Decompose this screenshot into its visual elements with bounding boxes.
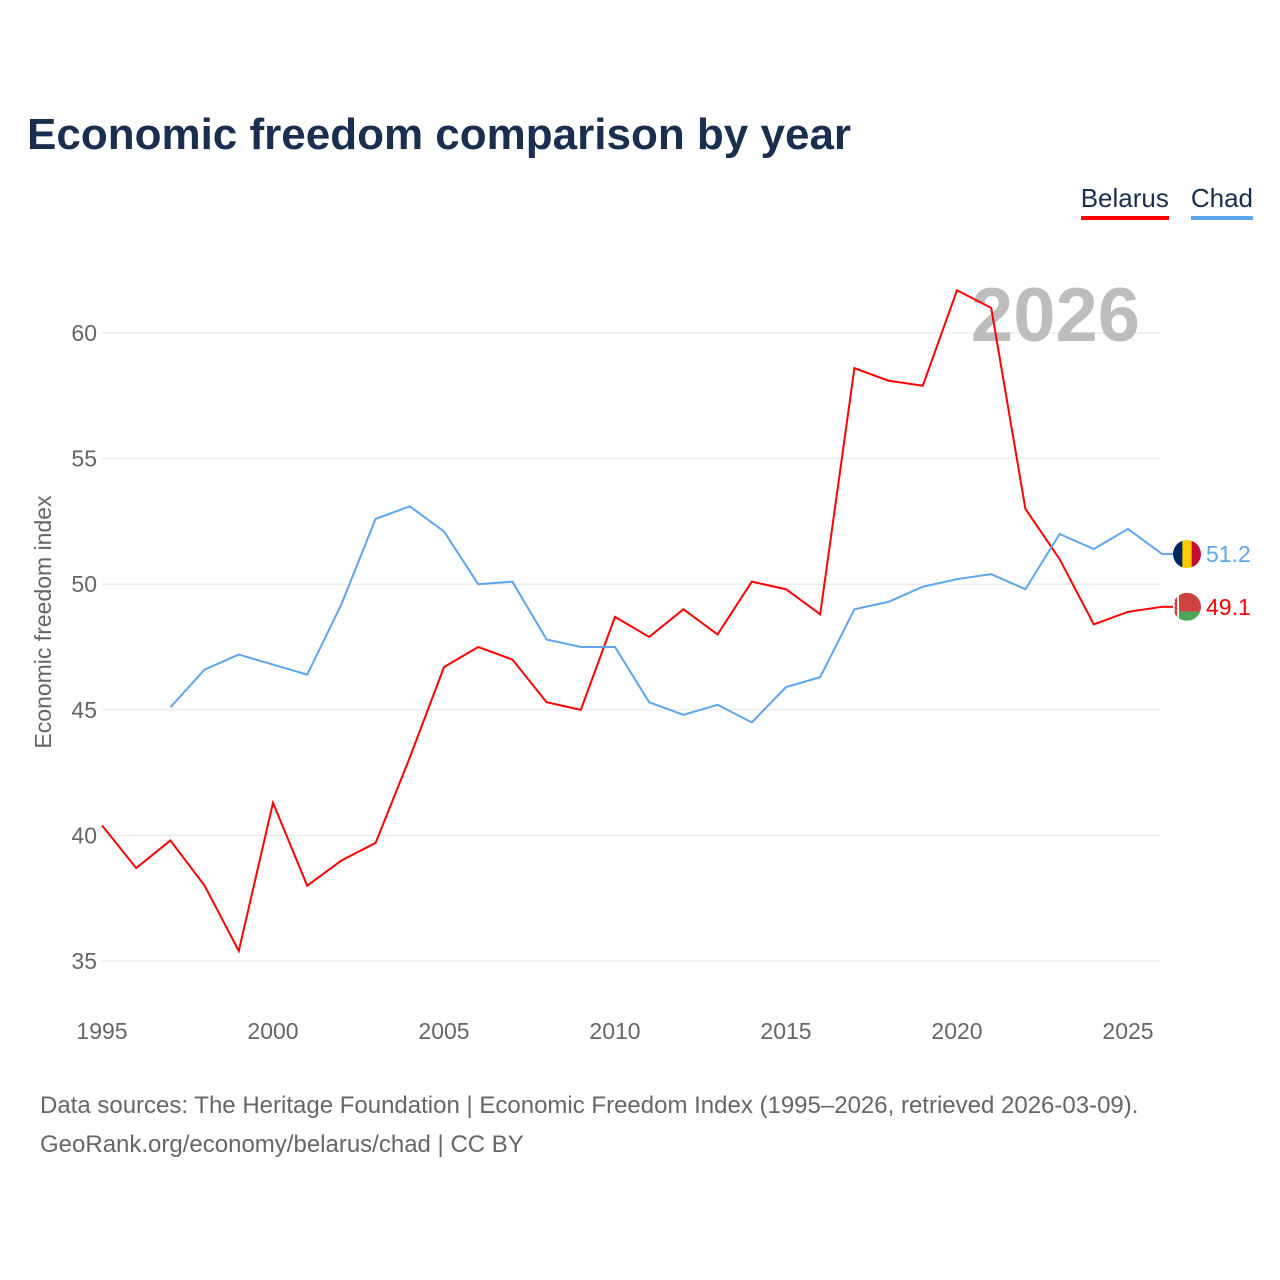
chad-flag-icon: [1173, 540, 1201, 569]
end-value-label: 51.2: [1206, 541, 1251, 567]
source-link[interactable]: GeoRank.org/economy/belarus/chad | CC BY: [40, 1131, 524, 1158]
end-value-label: 49.1: [1206, 594, 1251, 620]
legend-chad[interactable]: Chad: [1190, 183, 1253, 220]
x-tick-label: 1995: [76, 1018, 127, 1044]
legend-belarus[interactable]: Belarus: [1080, 183, 1169, 220]
series-line-belarus: [101, 288, 1163, 954]
chart-title: Economic freedom comparison by year: [27, 110, 852, 159]
x-tick-label: 2000: [247, 1018, 298, 1044]
series-line-chad: [169, 505, 1163, 724]
y-tick-label: 60: [71, 320, 97, 346]
y-tick-label: 40: [71, 822, 97, 848]
x-tick-label: 2025: [1102, 1018, 1153, 1044]
y-tick-label: 55: [71, 446, 97, 472]
x-tick-label: 2010: [589, 1018, 640, 1044]
source-text: Data sources: The Heritage Foundation | …: [40, 1092, 1139, 1119]
y-tick-label: 50: [71, 571, 97, 597]
footer: Data sources: The Heritage Foundation | …: [40, 1086, 1138, 1164]
belarus-flag-icon: [1173, 592, 1201, 621]
y-tick-label: 45: [71, 697, 97, 723]
legend: Belarus Chad: [1080, 183, 1253, 220]
x-tick-label: 2005: [418, 1018, 469, 1044]
y-axis-label: Economic freedom index: [30, 495, 56, 749]
x-tick-label: 2020: [931, 1018, 982, 1044]
year-watermark: 2026: [971, 273, 1140, 358]
y-tick-label: 35: [71, 948, 97, 974]
x-tick-label: 2015: [760, 1018, 811, 1044]
